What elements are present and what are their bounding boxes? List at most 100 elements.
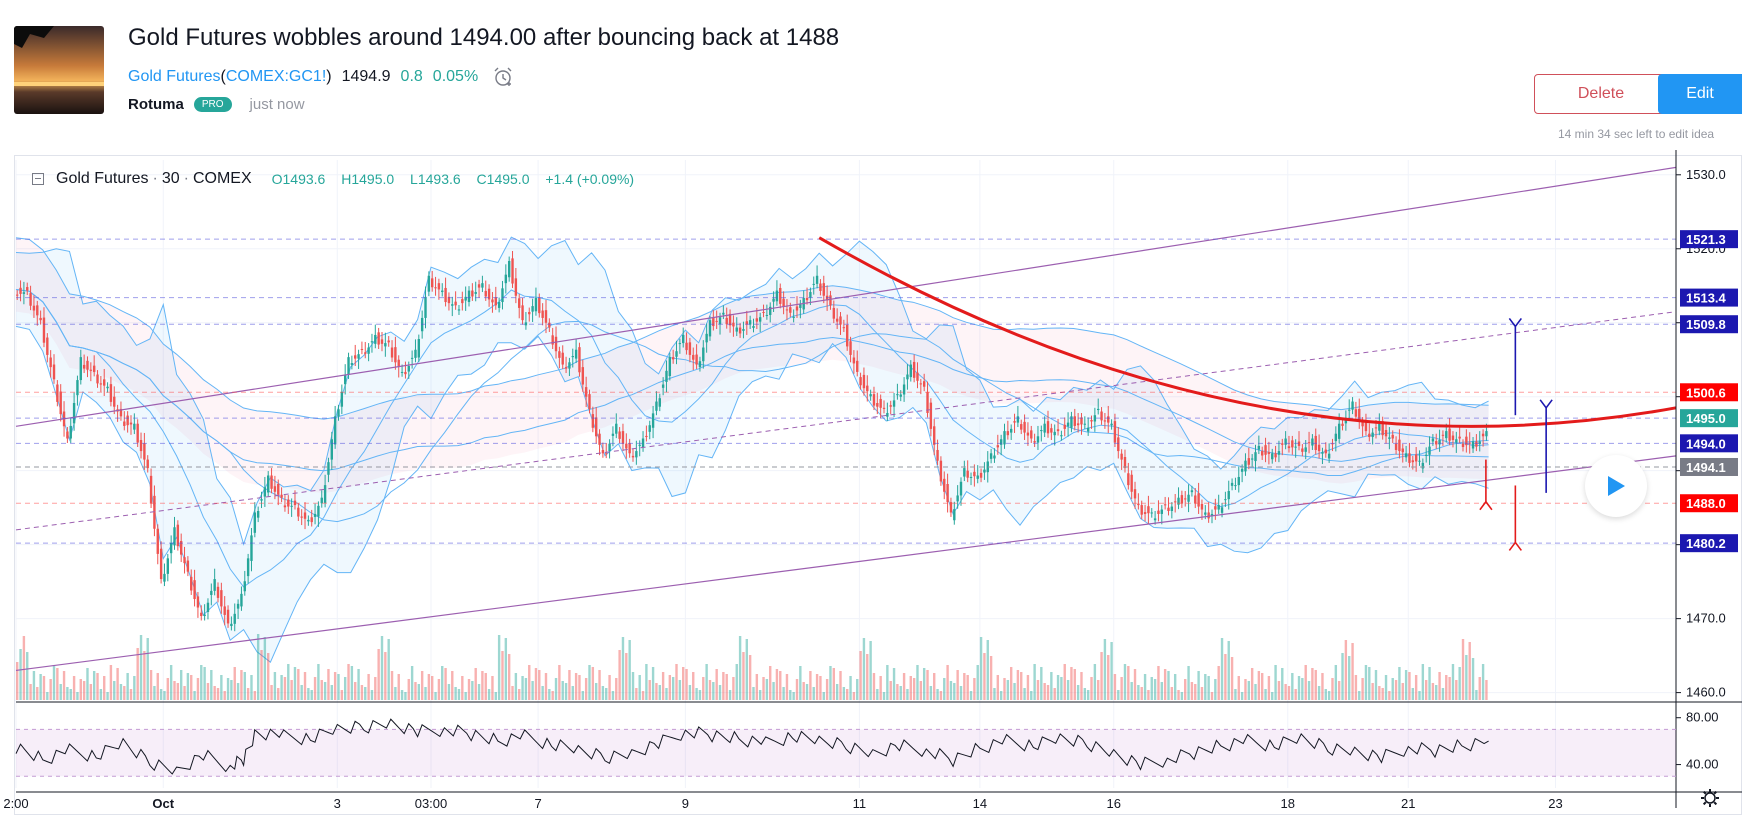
volume-bar (584, 678, 588, 700)
volume-bar (1445, 675, 1448, 700)
candle-body (588, 394, 591, 409)
volume-bar (926, 670, 929, 700)
volume-bar (377, 649, 380, 700)
volume-bar (544, 673, 548, 700)
volume-bar (380, 636, 384, 700)
volume-bar (1113, 674, 1117, 700)
candle-body (1291, 440, 1294, 448)
idea-thumbnail[interactable] (14, 26, 104, 114)
candle-body (153, 495, 156, 529)
candle-body (531, 306, 534, 312)
volume-bar (912, 678, 916, 700)
candle-body (149, 475, 153, 504)
volume-bar (461, 676, 464, 700)
candle-body (815, 275, 819, 284)
ohlc-close: C1495.0 (476, 171, 530, 187)
volume-bar (896, 684, 899, 700)
chart-legend: Gold Futures · 30 · COMEX O1493.6 H1495.… (32, 170, 646, 188)
volume-bar (1324, 689, 1327, 700)
candle-body (1006, 431, 1010, 436)
candle-body (1194, 495, 1197, 504)
author-name[interactable]: Rotuma (128, 96, 184, 113)
volume-bar (518, 689, 521, 700)
volume-bar (1391, 678, 1394, 700)
candle-body (193, 580, 196, 600)
x-tick-label: 9 (682, 796, 689, 811)
volume-bar (939, 691, 943, 700)
volume-bar (1438, 672, 1441, 700)
volume-bar (223, 691, 226, 700)
candle-body (1250, 458, 1254, 460)
candle-body (280, 494, 283, 498)
candle-body (1210, 513, 1214, 516)
candle-body (1170, 506, 1174, 511)
symbol-change-pct: 0.05% (432, 68, 479, 85)
volume-bar (441, 666, 444, 700)
symbol-code-link[interactable]: COMEX:GC1! (225, 68, 327, 85)
volume-bar (293, 667, 297, 700)
symbol-name-link[interactable]: Gold Futures (128, 68, 221, 85)
settings-gear-icon[interactable] (1701, 789, 1719, 807)
volume-bar (993, 688, 996, 700)
volume-bar (514, 673, 518, 700)
gear-tooth (1702, 801, 1707, 806)
volume-bar (330, 685, 333, 700)
candle-body (250, 535, 253, 561)
volume-bar (725, 674, 728, 700)
volume-bar (511, 686, 514, 700)
volume-bar (404, 692, 407, 700)
candle-body (504, 274, 508, 284)
delete-button[interactable]: Delete (1534, 74, 1668, 114)
candle-body (159, 548, 163, 580)
volume-bar (1327, 691, 1331, 700)
candle-body (882, 407, 886, 409)
candle-body (1036, 436, 1040, 443)
volume-bar (1009, 667, 1013, 700)
collapse-legend-icon[interactable] (32, 173, 44, 185)
candle-body (1016, 416, 1020, 423)
candle-body (491, 299, 494, 303)
volume-bar (1468, 642, 1471, 700)
candle-body (1083, 423, 1087, 425)
volume-bar (953, 683, 956, 700)
volume-bar (166, 678, 170, 700)
volume-bar (113, 681, 116, 700)
volume-bar (504, 638, 508, 700)
candle-body (702, 347, 705, 362)
volume-bar (1030, 691, 1033, 700)
candle-body (605, 453, 608, 455)
play-icon (1608, 476, 1625, 496)
candle-body (447, 296, 451, 304)
candle-body (1448, 428, 1451, 441)
candle-body (1023, 421, 1026, 433)
candle-body (256, 511, 260, 518)
volume-bar (487, 689, 491, 700)
volume-bar (769, 666, 772, 700)
candle-body (1354, 409, 1358, 417)
candle-body (906, 374, 909, 380)
candle-body (431, 278, 434, 288)
volume-bar (327, 669, 330, 700)
candle-body (524, 322, 528, 326)
volume-bar (1170, 687, 1174, 700)
alarm-clock-icon[interactable] (492, 66, 514, 88)
volume-bar (1264, 689, 1267, 700)
volume-bar (92, 671, 96, 700)
candle-body (1173, 501, 1177, 503)
candle-body (307, 519, 310, 522)
volume-bar (705, 664, 708, 700)
volume-bar (310, 690, 313, 700)
price-label-box (1680, 315, 1738, 334)
volume-bar (648, 680, 651, 700)
candle-body (538, 297, 541, 314)
price-label-box (1680, 494, 1738, 513)
price-label: 1509.8 (1686, 317, 1726, 332)
edit-button[interactable]: Edit (1658, 74, 1742, 114)
candle-body (859, 377, 862, 386)
candle-body (631, 455, 635, 458)
play-replay-button[interactable] (1585, 455, 1647, 517)
candle-body (233, 613, 236, 624)
volume-bar (86, 668, 89, 700)
volume-bar (287, 664, 290, 700)
